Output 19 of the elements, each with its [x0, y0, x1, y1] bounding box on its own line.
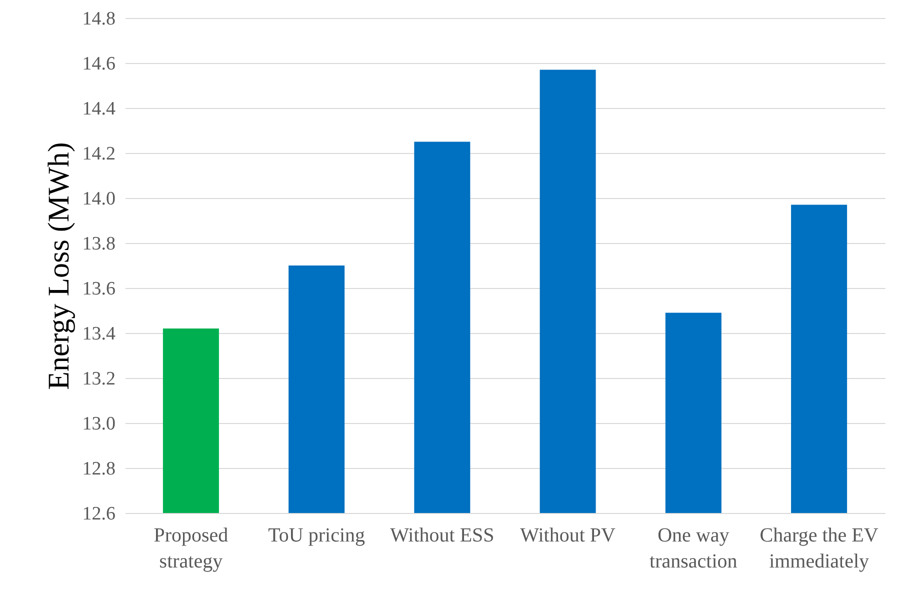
y-tick-label: 14.0	[82, 188, 116, 210]
y-tick-label: 14.8	[82, 8, 116, 30]
y-tick-label: 13.2	[82, 368, 116, 390]
y-tick-label: 14.4	[82, 98, 116, 120]
y-tick-label: 13.4	[82, 324, 116, 344]
y-tick-label: 12.8	[82, 458, 116, 480]
x-tick-label: Without PV	[520, 524, 616, 546]
y-tick-label: 13.6	[82, 278, 116, 300]
x-tick-label: Proposed strategy	[154, 524, 228, 572]
x-tick-label: ToU pricing	[268, 524, 366, 546]
x-tick-label: Without ESS	[390, 524, 494, 546]
y-tick-label: 12.6	[82, 504, 116, 524]
y-tick-label: 13.0	[82, 414, 116, 434]
y-tick-label: 14.2	[82, 144, 116, 164]
y-tick-label: 14.6	[82, 54, 116, 74]
x-tick-label: Charge the EV immediately	[760, 524, 879, 572]
x-tick-label: One way transaction	[650, 524, 738, 572]
y-axis-title: Energy Loss (MWh)	[42, 142, 76, 390]
y-tick-label: 13.8	[82, 234, 116, 254]
